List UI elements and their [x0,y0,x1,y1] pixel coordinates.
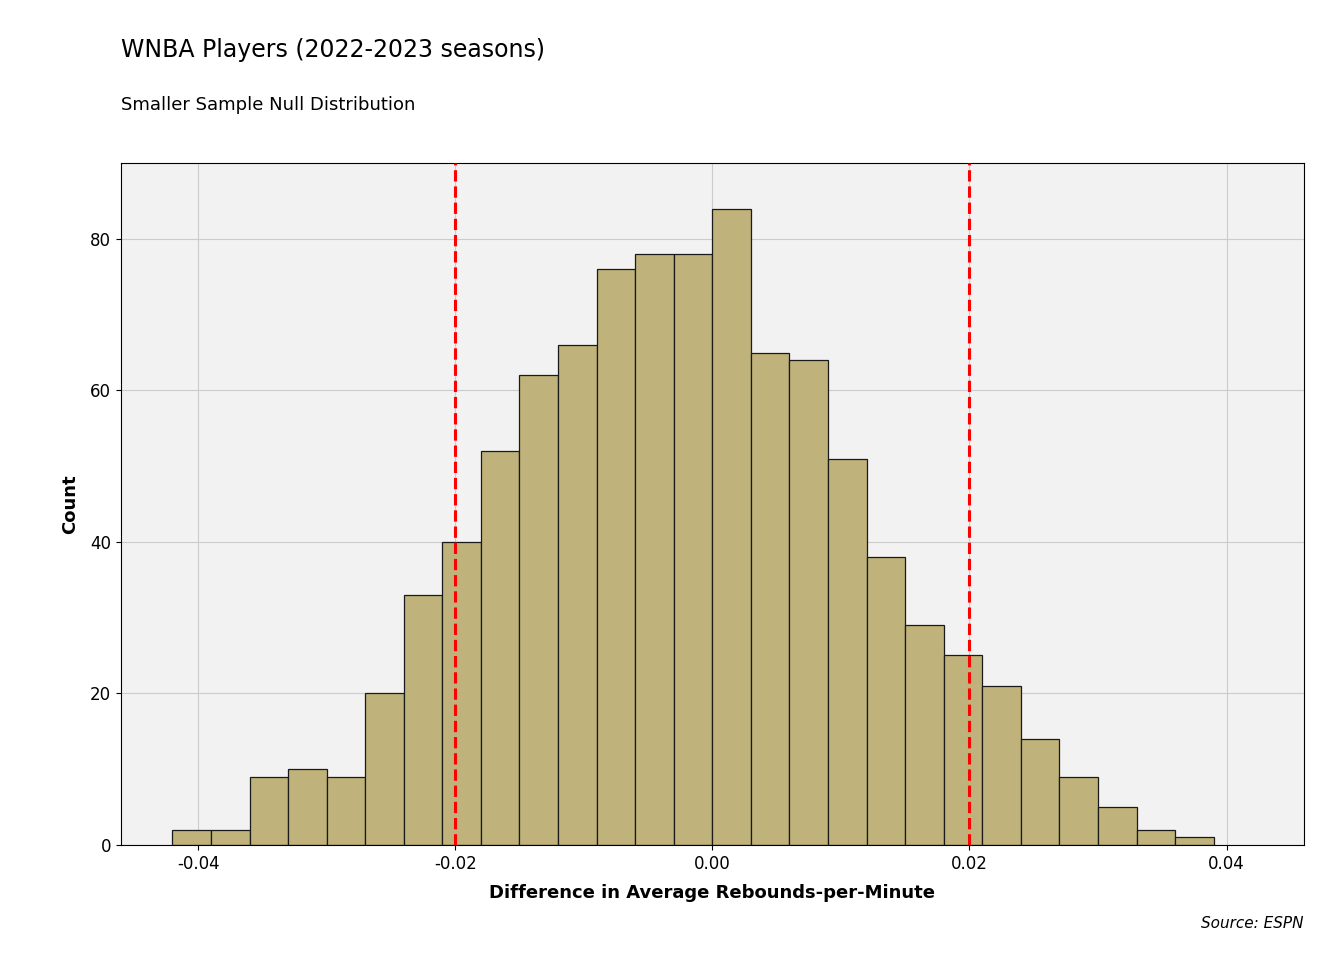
Bar [1175,837,1214,845]
Bar [211,829,250,845]
Bar [789,360,828,845]
Text: Smaller Sample Null Distribution: Smaller Sample Null Distribution [121,96,415,114]
Bar [1098,807,1137,845]
Bar [403,595,442,845]
Bar [288,769,327,845]
Bar [172,829,211,845]
Bar [481,451,520,845]
Bar [751,352,789,845]
Bar [366,693,403,845]
Bar [636,254,673,845]
Bar [250,777,288,845]
Bar [558,345,597,845]
Y-axis label: Count: Count [60,474,79,534]
Bar [982,685,1021,845]
Bar [673,254,712,845]
Text: WNBA Players (2022-2023 seasons): WNBA Players (2022-2023 seasons) [121,38,544,62]
Bar [442,541,481,845]
Bar [712,208,751,845]
Bar [828,459,867,845]
Bar [520,375,558,845]
Bar [1021,739,1059,845]
Bar [1059,777,1098,845]
Bar [597,269,636,845]
X-axis label: Difference in Average Rebounds-per-Minute: Difference in Average Rebounds-per-Minut… [489,883,935,901]
Bar [1137,829,1175,845]
Bar [905,625,943,845]
Text: Source: ESPN: Source: ESPN [1202,916,1304,931]
Bar [943,656,982,845]
Bar [327,777,366,845]
Bar [867,557,905,845]
